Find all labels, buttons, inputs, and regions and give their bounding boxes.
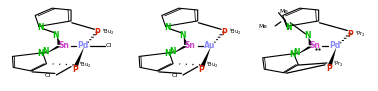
Text: Pd: Pd <box>330 41 341 50</box>
Text: P: P <box>94 28 101 37</box>
Polygon shape <box>296 47 313 55</box>
Text: N: N <box>304 31 311 40</box>
Polygon shape <box>171 46 188 54</box>
Text: N: N <box>289 50 296 59</box>
Text: N: N <box>164 23 171 32</box>
Text: P: P <box>221 28 227 37</box>
Text: Cl: Cl <box>106 43 112 48</box>
Text: $^t$Bu$_2$: $^t$Bu$_2$ <box>229 28 241 37</box>
Text: $^t$Bu$_2$: $^t$Bu$_2$ <box>206 60 218 70</box>
Polygon shape <box>184 37 189 45</box>
Polygon shape <box>222 31 226 33</box>
Text: N: N <box>285 23 292 32</box>
Text: Me: Me <box>259 24 268 29</box>
Text: N: N <box>37 49 44 58</box>
Polygon shape <box>73 47 84 67</box>
Text: Au: Au <box>204 41 215 50</box>
Polygon shape <box>57 37 62 45</box>
Polygon shape <box>200 47 211 67</box>
Polygon shape <box>308 37 313 45</box>
Text: P: P <box>326 64 332 73</box>
Text: Pd: Pd <box>77 41 89 50</box>
Text: $^t$Bu$_2$: $^t$Bu$_2$ <box>79 60 92 70</box>
Text: $^i$Pr$_2$: $^i$Pr$_2$ <box>333 59 344 69</box>
Text: N: N <box>37 23 44 32</box>
Text: Sn: Sn <box>58 41 69 50</box>
Text: N: N <box>42 47 49 56</box>
Text: N: N <box>164 49 171 58</box>
Polygon shape <box>45 46 61 54</box>
Text: P: P <box>72 65 78 74</box>
Text: P: P <box>347 30 353 39</box>
Text: Sn: Sn <box>185 41 195 50</box>
Text: $^i$Pr$_2$: $^i$Pr$_2$ <box>355 29 366 39</box>
Polygon shape <box>348 32 353 34</box>
Text: N: N <box>169 47 176 56</box>
Text: N: N <box>179 31 186 39</box>
Text: N: N <box>53 31 59 39</box>
Text: Me: Me <box>280 9 288 14</box>
Text: Sn: Sn <box>310 41 320 50</box>
Text: Cl: Cl <box>172 73 178 78</box>
Text: N: N <box>293 48 300 57</box>
Polygon shape <box>327 47 336 66</box>
Text: $^t$Bu$_2$: $^t$Bu$_2$ <box>102 28 115 37</box>
Text: Cl: Cl <box>45 73 51 78</box>
Text: P: P <box>198 65 204 74</box>
Polygon shape <box>95 31 100 33</box>
